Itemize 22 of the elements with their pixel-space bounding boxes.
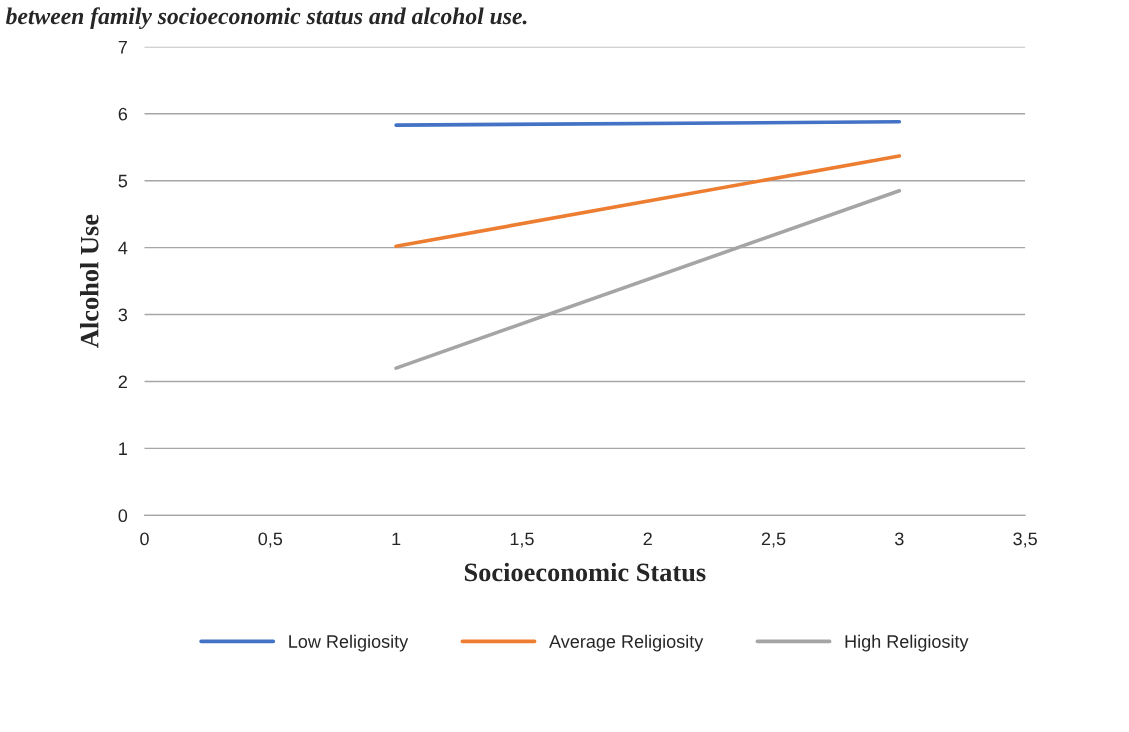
- y-axis-title: Alcohol Use: [79, 214, 99, 348]
- y-tick-label: 7: [118, 40, 127, 54]
- y-tick-label: 6: [118, 107, 128, 121]
- y-tick-label: 1: [119, 442, 127, 455]
- x-tick-label: 0: [140, 532, 149, 546]
- legend-label: High Religiosity: [845, 634, 969, 652]
- y-tick-label: 2: [118, 375, 127, 389]
- x-tick-label: 1: [392, 532, 401, 546]
- chart-title: between family socioeconomic status and alcohol use.: [5, 7, 527, 30]
- y-tick-label: 0: [118, 509, 128, 523]
- y-tick-label: 4: [118, 241, 128, 255]
- x-tick-label: 3,5: [1013, 532, 1037, 548]
- legend-label: Low Religiosity: [289, 634, 409, 652]
- x-tick-label: 3: [895, 532, 904, 546]
- legend-label: Average Religiosity: [549, 634, 704, 652]
- y-tick-label: 5: [118, 174, 128, 188]
- x-tick-label: 1,5: [510, 532, 534, 548]
- x-tick-label: 0,5: [258, 532, 283, 548]
- x-tick-label: 2: [643, 532, 652, 546]
- x-tick-label: 2,5: [761, 532, 786, 548]
- y-tick-label: 3: [118, 308, 128, 322]
- x-axis-title: Socioeconomic Status: [464, 562, 706, 582]
